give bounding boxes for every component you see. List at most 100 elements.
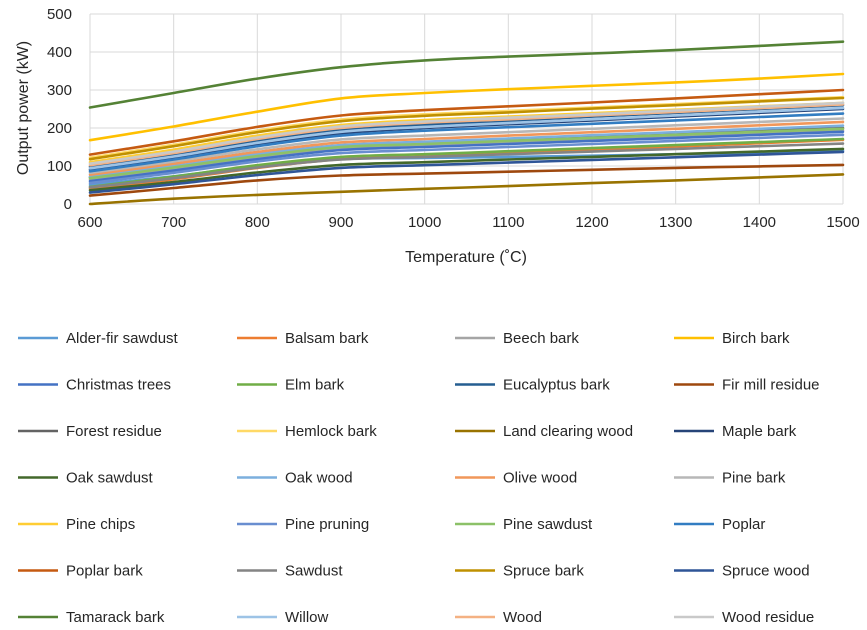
y-axis-ticks: 0 100 200 300 400 500	[47, 6, 72, 213]
series-line-poplar-bark	[88, 88, 845, 156]
legend-item-alder-fir-sawdust: Alder-fir sawdust	[18, 330, 179, 347]
legend-item-christmas-trees: Christmas trees	[18, 377, 171, 394]
x-tick-label: 1200	[575, 214, 608, 231]
legend: Alder-fir sawdust Balsam bark Beech bark Bi…	[18, 330, 820, 626]
series-line-fir-mill-residue	[88, 163, 845, 197]
legend-label: Sawdust	[285, 563, 343, 580]
legend-item-spruce-wood: Spruce wood	[674, 563, 810, 580]
legend-item-forest-residue: Forest residue	[18, 423, 162, 440]
legend-label: Land clearing wood	[503, 423, 633, 440]
x-tick-label: 1000	[408, 214, 441, 231]
series-line-elm-bark	[88, 137, 845, 189]
legend-label: Poplar bark	[66, 563, 143, 580]
legend-label: Spruce bark	[503, 563, 584, 580]
x-tick-label: 1300	[659, 214, 692, 231]
legend-item-oak-sawdust: Oak sawdust	[18, 470, 154, 487]
legend-item-beech-bark: Beech bark	[455, 330, 579, 347]
y-axis-title: Output power (kW)	[15, 41, 32, 175]
legend-label: Pine sawdust	[503, 516, 593, 533]
x-tick-label: 1400	[743, 214, 776, 231]
legend-item-pine-sawdust: Pine sawdust	[455, 516, 593, 533]
y-tick-label: 400	[47, 44, 72, 61]
legend-item-spruce-bark: Spruce bark	[455, 563, 584, 580]
series-lines	[88, 40, 845, 206]
legend-label: Poplar	[722, 516, 765, 533]
legend-item-wood: Wood	[455, 609, 542, 626]
series-line-pine-sawdust	[88, 127, 845, 180]
legend-item-sawdust: Sawdust	[237, 563, 343, 580]
series-line-land-clearing-wood	[88, 173, 845, 206]
legend-item-poplar: Poplar	[674, 516, 765, 533]
series-line-poplar	[88, 112, 845, 173]
legend-label: Maple bark	[722, 423, 797, 440]
legend-item-tamarack-bark: Tamarack bark	[18, 609, 165, 626]
series-line-tamarack-bark	[88, 40, 845, 109]
legend-item-balsam-bark: Balsam bark	[237, 330, 369, 347]
series-line-pine-pruning	[88, 133, 845, 185]
series-line-christmas-trees	[88, 130, 845, 183]
y-tick-label: 200	[47, 120, 72, 137]
legend-item-maple-bark: Maple bark	[674, 423, 797, 440]
legend-item-pine-bark: Pine bark	[674, 470, 786, 487]
legend-item-birch-bark: Birch bark	[674, 330, 790, 347]
legend-item-wood-residue: Wood residue	[674, 609, 814, 626]
x-tick-label: 1100	[492, 214, 524, 231]
series-line-oak-wood	[88, 124, 845, 178]
legend-label: Pine chips	[66, 516, 135, 533]
legend-label: Eucalyptus bark	[503, 377, 610, 394]
legend-item-pine-pruning: Pine pruning	[237, 516, 369, 533]
series-line-spruce-bark	[88, 96, 845, 161]
legend-label: Christmas trees	[66, 377, 171, 394]
legend-label: Willow	[285, 609, 328, 626]
series-line-beech-bark	[88, 129, 845, 181]
legend-label: Oak sawdust	[66, 470, 154, 487]
legend-label: Hemlock bark	[285, 423, 377, 440]
legend-item-olive-wood: Olive wood	[455, 470, 577, 487]
legend-label: Balsam bark	[285, 330, 369, 347]
legend-label: Oak wood	[285, 470, 353, 487]
y-tick-label: 100	[47, 158, 72, 175]
legend-label: Pine bark	[722, 470, 786, 487]
series-line-oak-sawdust	[88, 147, 845, 192]
series-line-pine-bark	[88, 117, 845, 175]
legend-item-land-clearing-wood: Land clearing wood	[455, 423, 633, 440]
legend-label: Elm bark	[285, 377, 345, 394]
legend-item-oak-wood: Oak wood	[237, 470, 353, 487]
series-line-sawdust	[88, 142, 845, 189]
series-line-birch-bark	[88, 72, 845, 142]
legend-label: Forest residue	[66, 423, 162, 440]
y-tick-label: 0	[64, 196, 72, 213]
legend-item-fir-mill-residue: Fir mill residue	[674, 377, 820, 394]
legend-label: Fir mill residue	[722, 377, 820, 394]
legend-item-willow: Willow	[237, 609, 328, 626]
series-line-wood	[88, 103, 845, 167]
series-line-willow	[88, 106, 845, 170]
legend-label: Pine pruning	[285, 516, 369, 533]
y-tick-label: 500	[47, 6, 72, 23]
x-tick-label: 800	[245, 214, 270, 231]
legend-label: Tamarack bark	[66, 609, 165, 626]
legend-item-hemlock-bark: Hemlock bark	[237, 423, 377, 440]
legend-label: Beech bark	[503, 330, 579, 347]
legend-label: Spruce wood	[722, 563, 810, 580]
legend-label: Alder-fir sawdust	[66, 330, 179, 347]
x-tick-label: 600	[77, 214, 102, 231]
legend-item-elm-bark: Elm bark	[237, 377, 345, 394]
series-line-spruce-wood	[88, 150, 845, 194]
legend-item-eucalyptus-bark: Eucalyptus bark	[455, 377, 610, 394]
series-line-wood-residue	[88, 101, 845, 165]
x-axis-title: Temperature (˚C)	[405, 249, 527, 266]
x-axis-ticks: 600 700 800 900 1000 1100 1200 1300 1400 1500	[77, 214, 859, 231]
legend-label: Olive wood	[503, 470, 577, 487]
legend-label: Birch bark	[722, 330, 790, 347]
x-tick-label: 1500	[826, 214, 859, 231]
legend-item-pine-chips: Pine chips	[18, 516, 135, 533]
legend-label: Wood	[503, 609, 542, 626]
x-tick-label: 700	[161, 214, 186, 231]
legend-item-poplar-bark: Poplar bark	[18, 563, 143, 580]
legend-label: Wood residue	[722, 609, 814, 626]
x-tick-label: 900	[328, 214, 353, 231]
series-line-olive-wood	[88, 120, 845, 176]
y-tick-label: 300	[47, 82, 72, 99]
